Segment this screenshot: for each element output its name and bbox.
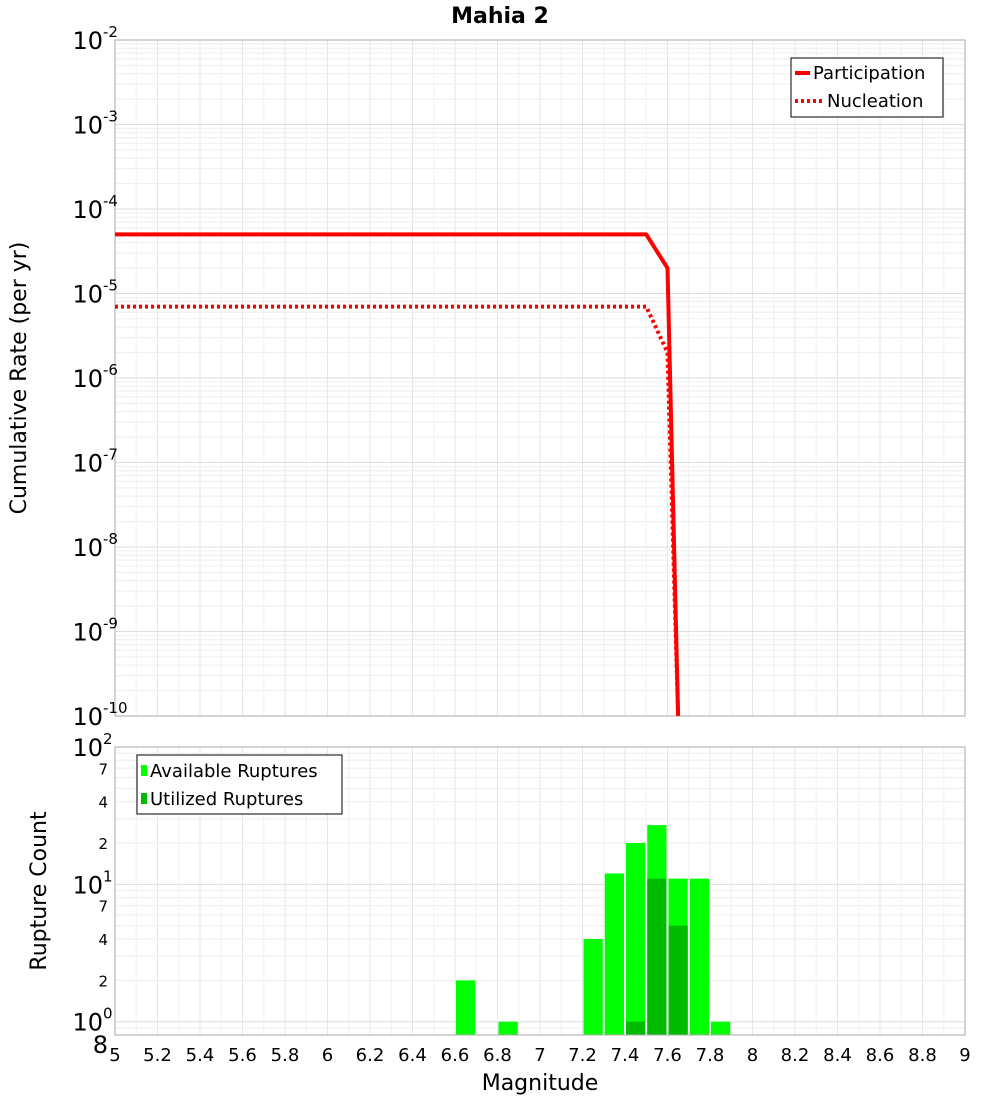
x-tick-label: 5.2 [143, 1045, 172, 1066]
bar-available [711, 1021, 731, 1035]
bottom-y-tick-base: 10 [72, 871, 103, 899]
bar-available [498, 1021, 518, 1035]
x-tick-label: 9 [959, 1045, 970, 1066]
top-y-tick-exponent: -6 [103, 361, 118, 379]
bottom-y-tick-minor: 4 [98, 931, 108, 949]
x-ticks: 5 5.2 5.4 5.6 5.8 6 6.2 6.4 6.6 6.8 7 7.2 7.4 7.6 7.8 8… [109, 1045, 970, 1066]
x-tick-label: 8.6 [866, 1045, 895, 1066]
bar-utilized [647, 878, 667, 1035]
x-tick-label: 8.2 [781, 1045, 810, 1066]
chart-title: Mahia 2 [451, 4, 549, 29]
top-y-tick-base: 10 [72, 450, 103, 478]
top-plot-frame [114, 39, 966, 717]
bottom-y-tick-base: 10 [72, 734, 103, 762]
legend-nucleation-label: Nucleation [827, 91, 923, 112]
top-y-axis-label: Cumulative Rate (per yr) [7, 242, 32, 515]
top-y-tick-base: 10 [72, 703, 103, 731]
x-tick-label: 8.4 [823, 1045, 852, 1066]
x-axis-label: Magnitude [482, 1071, 599, 1096]
bottom-y-tick-minor: 2 [98, 835, 108, 853]
bottom-y-tick-minor: 7 [98, 898, 108, 916]
x-tick-label: 6 [322, 1045, 333, 1066]
top-series [115, 232, 681, 717]
x-tick-label: 5.6 [228, 1045, 257, 1066]
x-tick-label: 5.4 [186, 1045, 215, 1066]
top-y-tick-base: 10 [72, 196, 103, 224]
x-tick-label: 7.4 [611, 1045, 640, 1066]
bar-utilized [626, 1021, 646, 1035]
series-line-nucleation [115, 304, 681, 717]
bar-available [604, 873, 624, 1035]
bar-available [689, 878, 709, 1035]
x-tick-label: 6.6 [441, 1045, 470, 1066]
bottom-y-tick-minor: 2 [98, 972, 108, 990]
bottom-legend: Available Ruptures Utilized Ruptures [136, 754, 343, 815]
bar-available [626, 843, 646, 1035]
legend-available-label: Available Ruptures [150, 761, 318, 782]
bar-utilized [668, 925, 688, 1035]
bottom-plot-frame [114, 746, 966, 1036]
top-y-tick-exponent: -3 [103, 108, 118, 126]
x-tick-label: 6.4 [398, 1045, 427, 1066]
x-tick-label: 6.8 [483, 1045, 512, 1066]
x-tick-label: 8.8 [908, 1045, 937, 1066]
legend-available-swatch [141, 765, 147, 776]
x-tick-label: 8 [747, 1045, 758, 1066]
legend-utilized-label: Utilized Ruptures [150, 789, 303, 810]
top-y-tick-exponent: -4 [103, 192, 118, 210]
top-y-tick-exponent: -5 [103, 277, 118, 295]
top-y-tick-base: 10 [72, 27, 103, 55]
x-tick-label: 7 [534, 1045, 545, 1066]
x-tick-label: 7.6 [653, 1045, 682, 1066]
legend-utilized-swatch [141, 793, 147, 804]
bar-available [456, 980, 476, 1035]
top-y-tick-exponent: -7 [103, 446, 118, 464]
top-plot-grid [114, 40, 966, 717]
bottom-y-axis-label: Rupture Count [27, 811, 52, 971]
bottom-bars [456, 825, 731, 1035]
bottom-y-tick-exponent: 2 [103, 730, 113, 748]
top-y-tick-base: 10 [72, 534, 103, 562]
bottom-y-tick-minor: 7 [98, 760, 108, 778]
bar-available [583, 939, 603, 1035]
x-tick-label: 7.2 [568, 1045, 597, 1066]
top-y-tick-base: 10 [72, 619, 103, 647]
top-y-tick-exponent: -8 [103, 530, 118, 548]
legend-participation-label: Participation [813, 63, 925, 84]
top-y-tick-exponent: -9 [103, 615, 118, 633]
top-y-tick-base: 10 [72, 281, 103, 309]
bottom-y-tick-minor: 8 [93, 1031, 108, 1059]
x-tick-label: 5.8 [271, 1045, 300, 1066]
bottom-y-tick-base: 10 [72, 1009, 103, 1037]
bottom-legend-box [136, 754, 343, 815]
x-tick-label: 5 [109, 1045, 120, 1066]
top-y-tick-exponent: -2 [103, 23, 118, 41]
bottom-y-tick-minor: 4 [98, 794, 108, 812]
bottom-y-tick-exponent: 0 [103, 1005, 113, 1023]
x-tick-label: 6.2 [356, 1045, 385, 1066]
bottom-y-tick-exponent: 1 [103, 867, 113, 885]
top-y-tick-exponent: -10 [103, 699, 128, 717]
x-tick-label: 7.8 [696, 1045, 725, 1066]
top-y-tick-base: 10 [72, 365, 103, 393]
top-legend: Participation Nucleation [790, 57, 944, 118]
top-legend-box [790, 57, 944, 118]
top-y-tick-base: 10 [72, 112, 103, 140]
